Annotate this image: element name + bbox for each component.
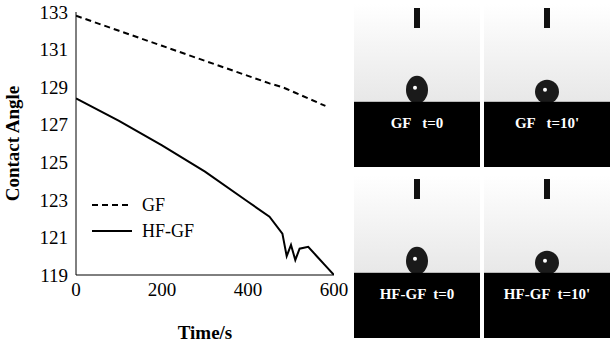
svg-text:123: 123	[40, 190, 69, 211]
svg-text:GF t=10': GF t=10'	[515, 115, 579, 131]
svg-text:400: 400	[234, 279, 263, 300]
svg-text:HF-GF t=0: HF-GF t=0	[380, 286, 455, 302]
svg-text:0: 0	[71, 279, 81, 300]
svg-text:119: 119	[40, 265, 68, 286]
svg-text:600: 600	[320, 279, 349, 300]
svg-text:HF-GF t=10': HF-GF t=10'	[504, 286, 590, 302]
html-text:HF-GF: HF-GF	[142, 220, 194, 241]
svg-text:200: 200	[148, 279, 177, 300]
svg-text:121: 121	[40, 227, 69, 248]
svg-text:Time/s: Time/s	[178, 322, 233, 343]
svg-text:129: 129	[40, 77, 69, 98]
svg-text:127: 127	[40, 114, 69, 135]
svg-text:131: 131	[40, 39, 69, 60]
svg-text:125: 125	[40, 152, 69, 173]
svg-text:133: 133	[40, 2, 69, 23]
svg-text:GF t=0: GF t=0	[391, 115, 444, 131]
svg-text:Contact Angle: Contact Angle	[2, 86, 23, 202]
html-text:GF: GF	[142, 194, 165, 215]
